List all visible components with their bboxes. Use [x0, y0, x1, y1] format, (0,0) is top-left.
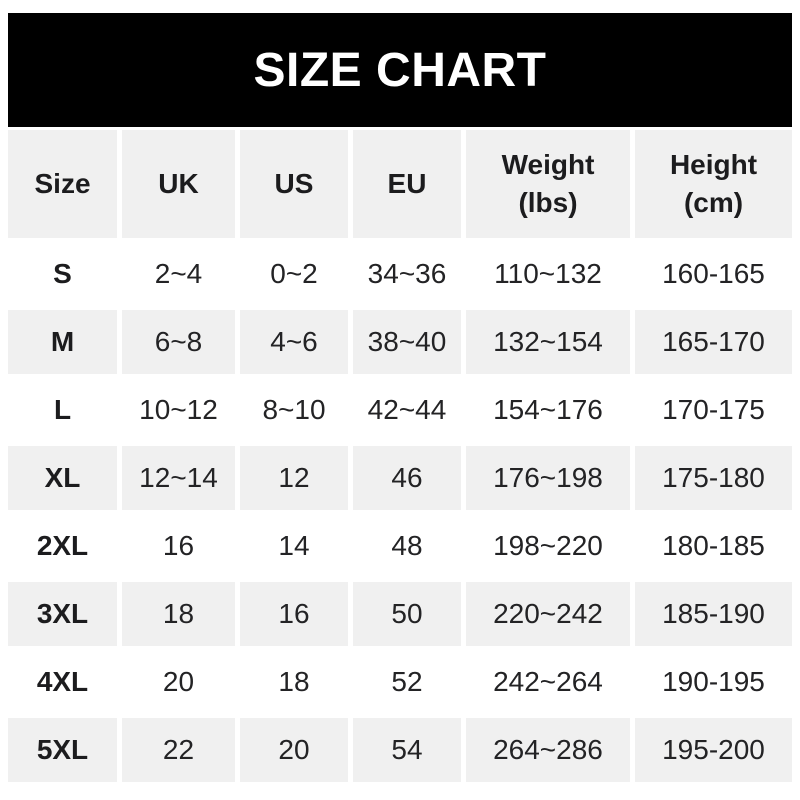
- cell-uk: 20: [122, 650, 235, 714]
- cell-uk: 2~4: [122, 242, 235, 306]
- header-label: UK: [158, 168, 199, 200]
- header-cell-us: US: [240, 130, 348, 238]
- cell-weight: 220~242: [466, 582, 630, 646]
- header-label: Weight: [501, 149, 595, 181]
- cell-uk: 18: [122, 582, 235, 646]
- header-label: EU: [387, 168, 427, 200]
- header-label: US: [274, 168, 314, 200]
- cell-weight: 198~220: [466, 514, 630, 578]
- cell-height: 190-195: [635, 650, 792, 714]
- cell-us: 4~6: [240, 310, 348, 374]
- header-cell-eu: EU: [353, 130, 461, 238]
- cell-uk: 6~8: [122, 310, 235, 374]
- cell-height: 185-190: [635, 582, 792, 646]
- cell-uk: 16: [122, 514, 235, 578]
- header-cell-weight: Weight (lbs): [466, 130, 630, 238]
- cell-us: 12: [240, 446, 348, 510]
- header-cell-size: Size: [8, 130, 117, 238]
- cell-weight: 110~132: [466, 242, 630, 306]
- header-unit: (lbs): [518, 187, 578, 218]
- cell-eu: 34~36: [353, 242, 461, 306]
- cell-size: M: [8, 310, 117, 374]
- cell-us: 18: [240, 650, 348, 714]
- cell-size: 4XL: [8, 650, 117, 714]
- cell-eu: 54: [353, 718, 461, 782]
- cell-height: 165-170: [635, 310, 792, 374]
- cell-size: S: [8, 242, 117, 306]
- cell-eu: 42~44: [353, 378, 461, 442]
- cell-eu: 50: [353, 582, 461, 646]
- header-label: Height: [669, 149, 758, 181]
- cell-weight: 264~286: [466, 718, 630, 782]
- cell-height: 160-165: [635, 242, 792, 306]
- header-label: Size: [34, 168, 91, 200]
- header-cell-height: Height (cm): [635, 130, 792, 238]
- cell-eu: 52: [353, 650, 461, 714]
- cell-us: 14: [240, 514, 348, 578]
- cell-size: 2XL: [8, 514, 117, 578]
- cell-us: 20: [240, 718, 348, 782]
- cell-uk: 22: [122, 718, 235, 782]
- cell-size: 3XL: [8, 582, 117, 646]
- cell-uk: 10~12: [122, 378, 235, 442]
- cell-us: 0~2: [240, 242, 348, 306]
- cell-height: 180-185: [635, 514, 792, 578]
- cell-uk: 12~14: [122, 446, 235, 510]
- cell-eu: 48: [353, 514, 461, 578]
- cell-height: 195-200: [635, 718, 792, 782]
- cell-weight: 154~176: [466, 378, 630, 442]
- cell-size: XL: [8, 446, 117, 510]
- cell-eu: 38~40: [353, 310, 461, 374]
- cell-size: L: [8, 378, 117, 442]
- page-title: SIZE CHART: [253, 43, 547, 97]
- cell-us: 16: [240, 582, 348, 646]
- cell-height: 170-175: [635, 378, 792, 442]
- header-cell-uk: UK: [122, 130, 235, 238]
- cell-weight: 132~154: [466, 310, 630, 374]
- size-table: Size UK US EU Weight (lbs) Height (cm) S…: [8, 130, 792, 782]
- cell-size: 5XL: [8, 718, 117, 782]
- cell-height: 175-180: [635, 446, 792, 510]
- header-unit: (cm): [683, 187, 744, 218]
- cell-eu: 46: [353, 446, 461, 510]
- cell-weight: 242~264: [466, 650, 630, 714]
- cell-us: 8~10: [240, 378, 348, 442]
- size-chart-banner: SIZE CHART: [8, 13, 792, 127]
- cell-weight: 176~198: [466, 446, 630, 510]
